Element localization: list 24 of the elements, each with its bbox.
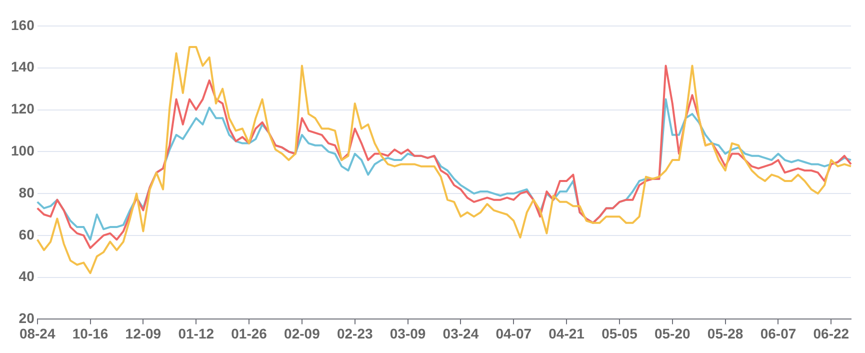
x-tick-label: 06-22 (813, 325, 850, 342)
x-tick-label: 02-09 (284, 325, 320, 342)
x-tick-label: 04-07 (496, 325, 532, 342)
y-tick-label: 40 (18, 268, 35, 284)
x-tick-label: 06-07 (760, 325, 796, 342)
x-tick-label: 05-05 (602, 325, 638, 342)
y-tick-label: 140 (11, 58, 35, 75)
y-tick-label: 20 (18, 310, 35, 326)
x-tick-label: 05-28 (707, 325, 744, 342)
x-tick-label: 03-09 (390, 325, 426, 342)
x-tick-label: 02-23 (336, 325, 373, 342)
x-tick-label: 12-09 (125, 325, 162, 342)
y-tick-label: 100 (11, 142, 35, 159)
y-tick-label: 60 (18, 226, 35, 242)
x-tick-label: 04-21 (548, 325, 585, 342)
y-tick-label: 160 (11, 16, 35, 33)
x-tick-label: 01-26 (231, 325, 268, 342)
x-tick-label: 10-16 (72, 325, 108, 342)
x-tick-label: 03-24 (442, 325, 479, 342)
y-tick-label: 80 (18, 184, 35, 200)
x-tick-label: 01-12 (178, 325, 214, 342)
x-tick-label: 08-24 (19, 325, 56, 342)
y-tick-label: 120 (11, 100, 35, 117)
x-tick-label: 05-20 (654, 325, 691, 342)
